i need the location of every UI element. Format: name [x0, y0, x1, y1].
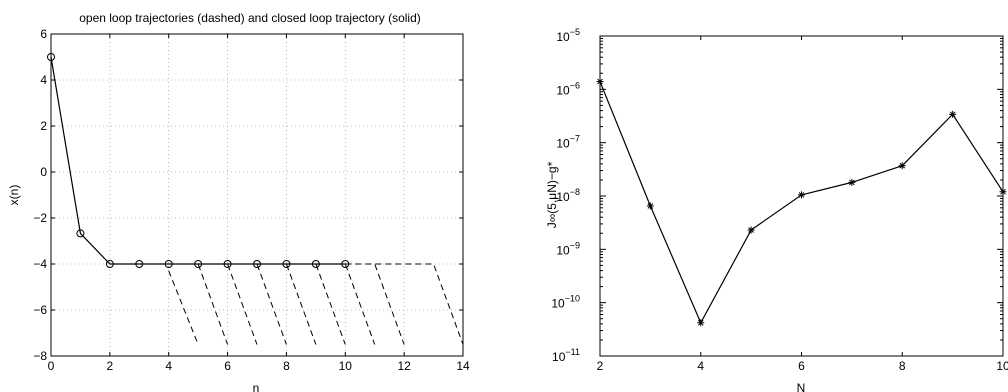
- open-loop-segment: [257, 263, 317, 345]
- left-x-tick-label: 6: [224, 359, 231, 373]
- right-x-tick-label: 8: [899, 359, 906, 373]
- open-loop-segment: [168, 270, 199, 345]
- open-loop-segment: [198, 263, 258, 345]
- open-loop-segment: [286, 263, 346, 345]
- error-point: [798, 191, 805, 199]
- star-stroke: [647, 203, 654, 209]
- right-y-tick-exponent: −9: [570, 240, 580, 250]
- right-y-tick-label: 10−10: [551, 294, 580, 311]
- closed-loop-point: [76, 229, 85, 238]
- right-y-tick-exponent: −6: [570, 80, 580, 90]
- left-ticks: 0 2 4 6 8 10 12 14 −8 −6 −4 −2 0 2 4 6: [33, 27, 470, 373]
- error-point: [999, 188, 1007, 196]
- right-y-tick-exponent: −10: [565, 294, 580, 304]
- open-loop-segment: [315, 263, 376, 345]
- right-y-tick-exponent: −5: [570, 27, 580, 37]
- left-x-tick-label: 12: [397, 359, 411, 373]
- left-y-tick-label: −6: [33, 303, 47, 317]
- error-point: [848, 178, 856, 186]
- closed-loop-point: [253, 260, 261, 268]
- right-x-tick-label: 2: [597, 359, 604, 373]
- right-y-tick-label: 10−6: [556, 80, 580, 97]
- error-point: [747, 226, 755, 234]
- closed-loop-point: [164, 260, 173, 268]
- closed-loop-line: [50, 56, 346, 265]
- closed-loop-point: [47, 53, 55, 61]
- closed-loop-point: [311, 260, 320, 268]
- right-x-tick-label: 4: [697, 359, 704, 373]
- left-x-tick-label: 8: [283, 359, 290, 373]
- open-loop-segment: [345, 263, 405, 345]
- open-loop-segment: [345, 263, 464, 345]
- open-loop-segment: [168, 263, 229, 345]
- left-chart-title: open loop trajectories (dashed) and clos…: [79, 11, 421, 25]
- closed-loop-point: [194, 260, 203, 268]
- right-y-tick-label: 10−11: [552, 347, 580, 364]
- open-loop-trajectories: [168, 263, 464, 345]
- closed-loop-trajectory: [47, 53, 350, 268]
- error-series: [596, 78, 1007, 327]
- right-y-tick-exponent: −7: [570, 134, 580, 144]
- left-plot-frame: [50, 33, 464, 357]
- closed-loop-point: [135, 260, 144, 268]
- left-x-tick-label: 14: [456, 359, 470, 373]
- left-y-axis-label: x(n): [7, 185, 21, 206]
- left-x-tick-label: 10: [339, 359, 353, 373]
- right-ticks: 2 4 6 8 10 10−11 10−10 10−9 10−8 10−7 10−6 10−5: [551, 27, 1008, 373]
- error-point: [646, 202, 654, 210]
- right-chart: 2 4 6 8 10 10−11 10−10 10−9 10−8 10−7 10−6 10−5 N J…: [545, 27, 1008, 392]
- right-y-tick-exponent: −11: [565, 347, 580, 357]
- error-line: [599, 81, 1004, 325]
- star-stroke: [748, 227, 754, 233]
- left-chart: open loop trajectories (dashed) and clos…: [7, 11, 470, 392]
- closed-loop-point: [341, 260, 350, 268]
- closed-loop-point: [223, 260, 232, 268]
- star-stroke: [849, 179, 855, 186]
- left-x-tick-label: 0: [48, 359, 55, 373]
- left-x-tick-label: 4: [165, 359, 172, 373]
- left-y-tick-label: 0: [40, 165, 47, 179]
- right-y-tick-label: 10−5: [556, 27, 580, 44]
- star-stroke: [597, 78, 603, 85]
- star-stroke: [1000, 188, 1006, 195]
- star-stroke: [798, 192, 805, 198]
- left-y-tick-label: −2: [33, 211, 47, 225]
- left-y-tick-label: 6: [40, 27, 47, 41]
- left-y-tick-label: 4: [40, 73, 47, 87]
- right-y-tick-label: 10−7: [556, 134, 580, 151]
- left-y-tick-label: −8: [33, 349, 47, 363]
- right-y-tick-label: 10−8: [556, 187, 580, 204]
- star-stroke: [949, 111, 956, 118]
- right-y-tick-exponent: −8: [570, 187, 580, 197]
- closed-loop-point: [282, 260, 291, 268]
- right-x-axis-label: N: [797, 381, 806, 392]
- error-point: [949, 110, 957, 118]
- star-stroke: [697, 319, 704, 326]
- left-x-axis-label: n: [253, 381, 260, 392]
- left-x-tick-label: 2: [107, 359, 114, 373]
- open-loop-segment: [227, 263, 287, 345]
- error-point: [596, 78, 604, 86]
- error-point: [898, 162, 906, 170]
- left-grid: [51, 34, 463, 356]
- right-y-axis-label: J∞(5,μN)−g*: [545, 161, 559, 228]
- right-y-tick-label: 10−9: [556, 240, 580, 257]
- right-x-tick-label: 10: [996, 359, 1008, 373]
- star-stroke: [899, 162, 906, 169]
- right-x-tick-label: 6: [798, 359, 805, 373]
- closed-loop-point: [105, 260, 114, 268]
- left-y-tick-label: 2: [40, 119, 47, 133]
- error-point: [697, 319, 705, 327]
- left-y-tick-label: −4: [33, 257, 47, 271]
